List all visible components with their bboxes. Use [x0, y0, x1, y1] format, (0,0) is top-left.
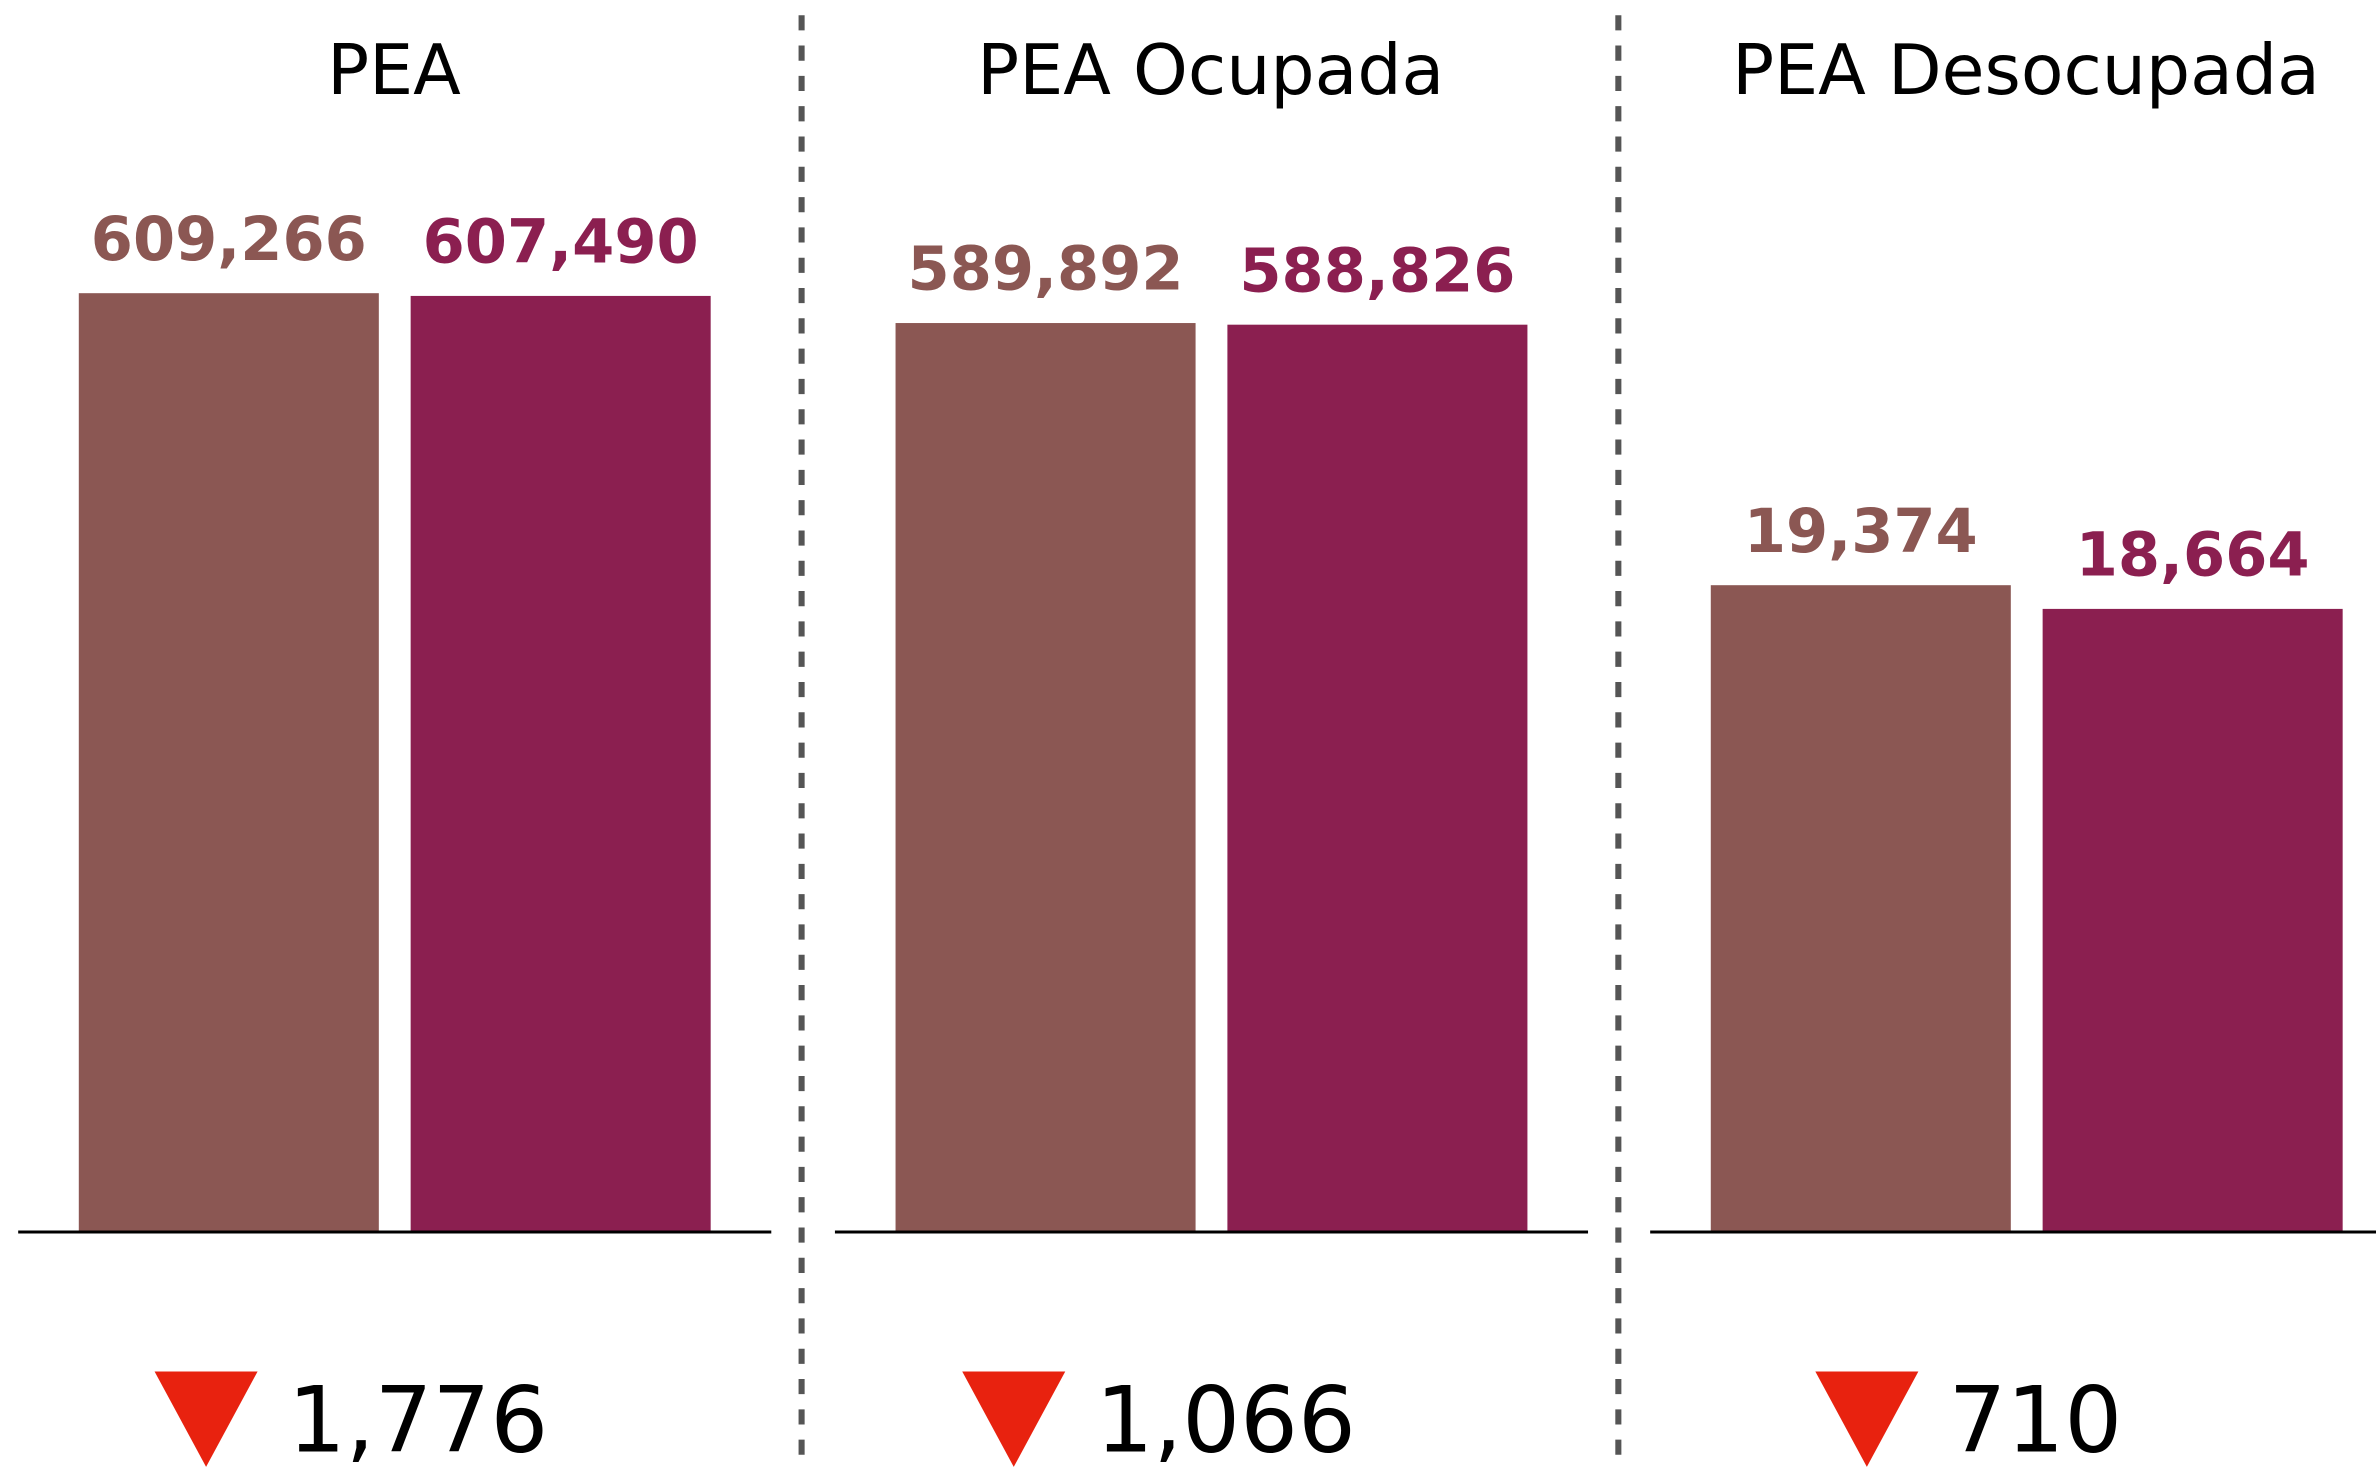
change-label: 1,066	[1096, 1369, 1356, 1467]
value-label: 589,892	[908, 235, 1184, 305]
value-label: 19,374	[1744, 497, 1978, 567]
down-arrow	[962, 1371, 1066, 1467]
value-label: 607,490	[423, 208, 699, 278]
bar	[2042, 608, 2343, 1233]
down-arrow	[154, 1371, 258, 1467]
bar	[1710, 585, 2011, 1233]
bar	[410, 295, 711, 1233]
bar	[895, 323, 1196, 1233]
bar	[1227, 324, 1528, 1233]
value-label: 588,826	[1239, 236, 1515, 306]
down-arrow	[1815, 1371, 1919, 1467]
change-label: 1,776	[288, 1369, 548, 1467]
change-label: 710	[1949, 1369, 2123, 1467]
value-label: 18,664	[2076, 521, 2310, 591]
panel-title: PEA Ocupada	[977, 30, 1444, 111]
panel-title: PEA	[327, 30, 461, 111]
value-label: 609,266	[91, 205, 367, 275]
bar	[78, 293, 379, 1233]
panel-title: PEA Desocupada	[1732, 30, 2320, 111]
